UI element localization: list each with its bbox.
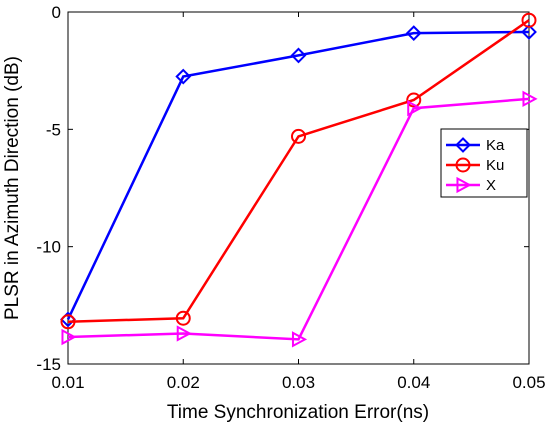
- x-tick-label: 0.03: [282, 373, 315, 392]
- legend-label-x: X: [486, 177, 496, 194]
- x-tick-label: 0.05: [512, 373, 545, 392]
- legend: Ka Ku X: [440, 128, 528, 198]
- series-ku: [60, 12, 537, 330]
- series-line-ka: [66, 30, 530, 320]
- data-point-ka: [521, 24, 537, 40]
- data-point-x: [61, 328, 77, 346]
- data-point-ka: [175, 68, 192, 85]
- legend-label-ku: Ku: [486, 157, 504, 174]
- y-tick-label: -10: [36, 238, 61, 257]
- legend-label-ka: Ka: [486, 137, 505, 154]
- data-point-ka: [405, 25, 422, 42]
- data-point-ku: [521, 12, 537, 28]
- data-point-x: [407, 100, 423, 117]
- data-point-x: [176, 325, 192, 342]
- data-point-ka: [290, 47, 307, 64]
- data-point-ku: [291, 128, 306, 144]
- series-line-x: [67, 97, 530, 341]
- legend-marker-ka: [455, 137, 471, 153]
- y-tick-label: 0: [52, 3, 61, 22]
- series-line-ku: [67, 19, 530, 324]
- legend-marker-ku: [455, 157, 471, 173]
- x-axis-label: Time Synchronization Error(ns): [167, 402, 429, 423]
- x-axis-ticks: 0.01 0.02 0.03 0.04 0.05: [51, 12, 546, 392]
- y-tick-label: -15: [36, 355, 61, 374]
- data-point-ku: [60, 314, 76, 330]
- legend-box: [440, 128, 528, 198]
- x-tick-label: 0.01: [51, 373, 84, 392]
- x-tick-label: 0.04: [397, 373, 430, 392]
- data-point-x: [522, 90, 538, 108]
- y-axis-ticks: 0 -5 -10 -15: [36, 3, 529, 374]
- series-layer: [60, 12, 538, 348]
- y-tick-label: -5: [46, 120, 61, 139]
- series-x: [61, 90, 538, 348]
- legend-marker-x: [456, 176, 472, 194]
- data-point-x: [291, 331, 308, 348]
- data-point-ku: [175, 310, 191, 326]
- data-point-ku: [406, 92, 422, 108]
- x-tick-label: 0.02: [167, 373, 200, 392]
- y-axis-label: PLSR in Azimuth Direction (dB): [2, 56, 23, 320]
